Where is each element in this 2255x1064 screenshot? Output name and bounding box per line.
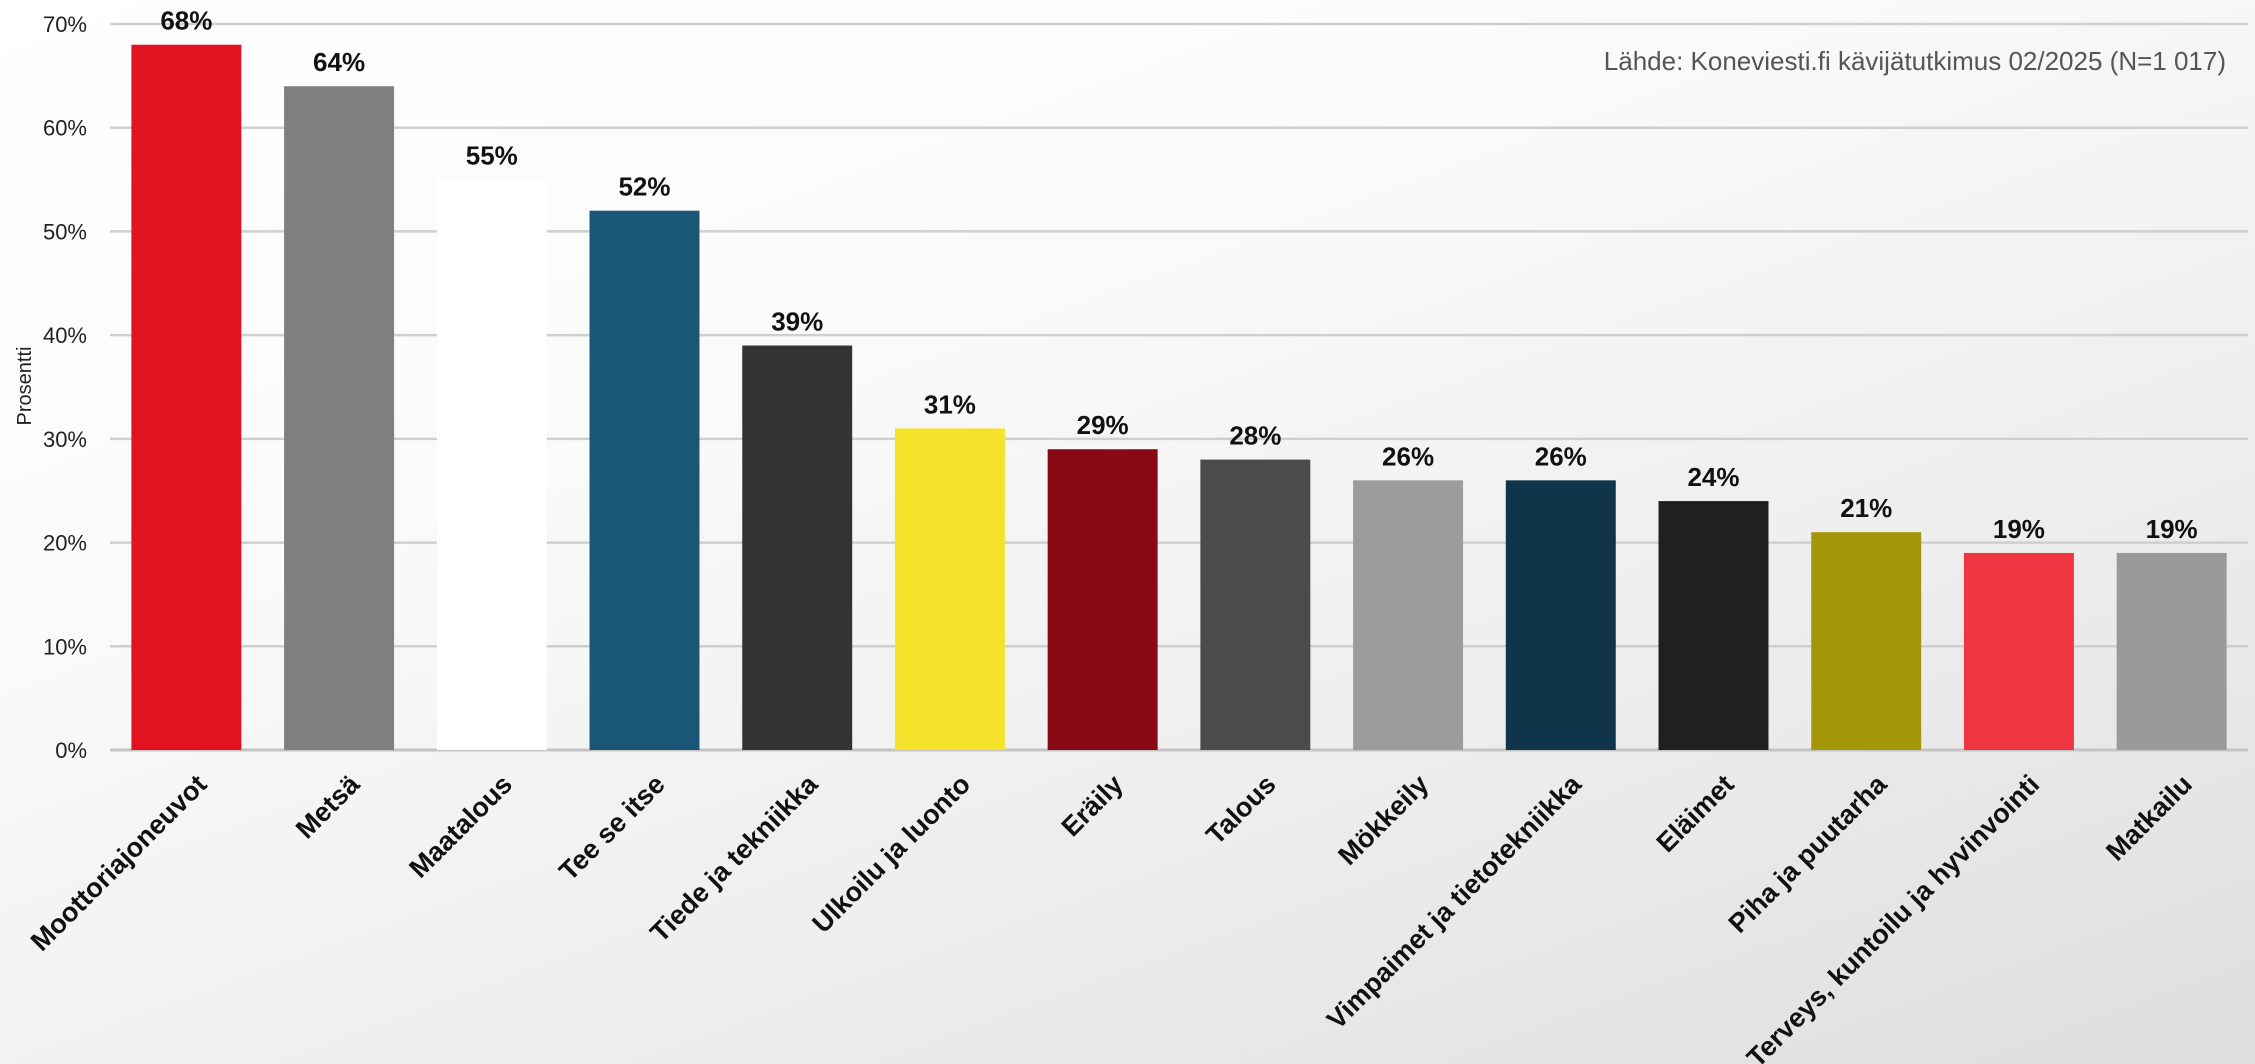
x-tick-label: Ulkoilu ja luonto bbox=[806, 769, 976, 939]
x-tick-label: Terveys, kuntoilu ja hyvinvointi bbox=[1741, 769, 2045, 1064]
bar bbox=[1811, 532, 1921, 750]
bars bbox=[131, 45, 2226, 750]
x-axis-ticks: Moottoriajoneuvot Metsä Maatalous Tee se it… bbox=[25, 768, 2198, 1064]
data-label: 31% bbox=[924, 389, 976, 419]
x-tick-label: Maatalous bbox=[403, 769, 518, 884]
bar bbox=[742, 346, 852, 750]
source-annotation: Lähde: Koneviesti.fi kävijätutkimus 02/2… bbox=[1604, 46, 2226, 76]
bar bbox=[1200, 460, 1310, 750]
x-tick-label: Piha ja puutarha bbox=[1723, 768, 1893, 938]
x-tick-label: Matkailu bbox=[2100, 769, 2198, 867]
bar bbox=[131, 45, 241, 750]
y-tick-label: 0% bbox=[55, 738, 87, 763]
bar bbox=[2117, 553, 2227, 750]
y-tick-label: 60% bbox=[43, 116, 87, 141]
y-tick-label: 20% bbox=[43, 531, 87, 556]
data-label: 52% bbox=[618, 172, 670, 202]
y-tick-label: 70% bbox=[43, 12, 87, 37]
x-tick-label: Mökkeily bbox=[1332, 769, 1434, 871]
data-label: 55% bbox=[466, 141, 518, 171]
bar bbox=[437, 180, 547, 750]
y-tick-label: 40% bbox=[43, 323, 87, 348]
data-label: 26% bbox=[1535, 441, 1587, 471]
data-label: 19% bbox=[1993, 514, 2045, 544]
data-label: 39% bbox=[771, 307, 823, 337]
data-label: 24% bbox=[1687, 462, 1739, 492]
x-tick-label: Tiede ja tekniikka bbox=[644, 768, 824, 948]
data-label: 29% bbox=[1077, 410, 1129, 440]
data-label: 26% bbox=[1382, 441, 1434, 471]
gridlines bbox=[110, 24, 2248, 750]
y-tick-label: 30% bbox=[43, 427, 87, 452]
data-label: 64% bbox=[313, 47, 365, 77]
x-tick-label: Tee se itse bbox=[553, 769, 670, 886]
data-label: 28% bbox=[1229, 421, 1281, 451]
y-tick-label: 50% bbox=[43, 219, 87, 244]
x-tick-label: Vimpaimet ja tietotekniikka bbox=[1321, 768, 1588, 1035]
x-tick-label: Moottoriajoneuvot bbox=[25, 769, 213, 957]
x-tick-label: Eläimet bbox=[1651, 769, 1740, 858]
bar bbox=[1964, 553, 2074, 750]
y-tick-label: 10% bbox=[43, 634, 87, 659]
bar bbox=[1506, 480, 1616, 750]
y-axis-label: Prosentti bbox=[14, 347, 36, 426]
bar bbox=[1659, 501, 1769, 750]
bar bbox=[1048, 449, 1158, 750]
x-tick-label: Eräily bbox=[1056, 769, 1129, 842]
x-tick-label: Metsä bbox=[290, 768, 366, 844]
data-label: 68% bbox=[160, 6, 212, 36]
bar bbox=[284, 86, 394, 750]
x-tick-label: Talous bbox=[1200, 769, 1281, 850]
bar bbox=[590, 211, 700, 750]
data-label: 21% bbox=[1840, 493, 1892, 523]
bar bbox=[895, 428, 1005, 750]
y-axis-ticks: 0% 10% 20% 30% 40% 50% 60% 70% bbox=[43, 12, 87, 763]
data-label: 19% bbox=[2146, 514, 2198, 544]
bar bbox=[1353, 480, 1463, 750]
